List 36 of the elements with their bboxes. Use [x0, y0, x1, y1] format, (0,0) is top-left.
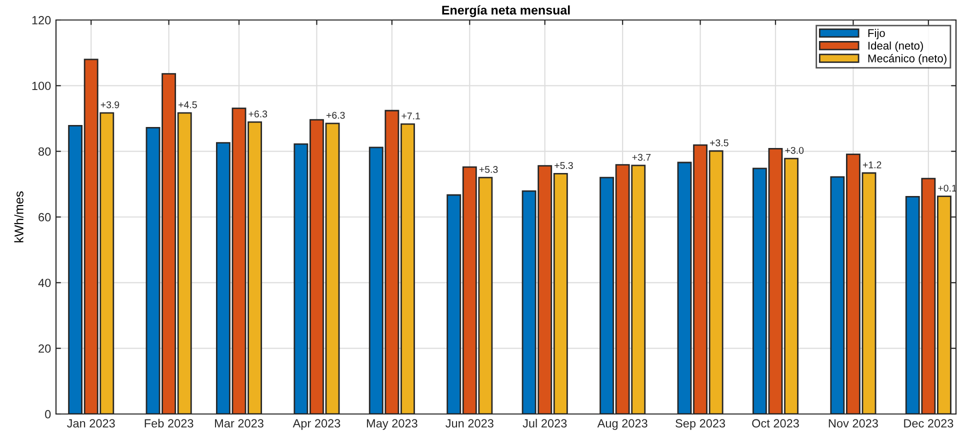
- annotation: +7.1: [402, 112, 420, 120]
- annotation: +3.0: [785, 146, 804, 154]
- x-tick-label: Aug 2023: [597, 419, 648, 430]
- y-tick-label: 40: [38, 278, 51, 288]
- y-tick-label: 100: [32, 82, 51, 90]
- annotation: +4.5: [178, 101, 197, 108]
- x-tick-label: Mar 2023: [215, 419, 264, 428]
- annotation: +3.5: [710, 139, 728, 146]
- legend-label: Fijo: [868, 28, 885, 40]
- annotation: +5.3: [554, 162, 573, 169]
- annotation: +5.3: [479, 166, 498, 173]
- y-tick-label: 0: [45, 410, 51, 418]
- x-tick-label: Feb 2023: [144, 418, 194, 428]
- x-tick-label: Dec 2023: [904, 419, 954, 428]
- annotation: +0.1: [938, 184, 956, 192]
- annotation: +6.3: [326, 112, 345, 119]
- chart-title: Energía neta mensual: [442, 5, 570, 18]
- annotation: +3.9: [100, 101, 120, 108]
- y-tick-label: 80: [38, 147, 51, 156]
- annotation: +6.3: [248, 110, 268, 118]
- y-tick-label: 20: [38, 344, 51, 353]
- x-tick-label: Jul 2023: [522, 418, 567, 428]
- x-tick-label: Jun 2023: [446, 419, 494, 428]
- x-tick-label: Apr 2023: [292, 419, 340, 430]
- x-tick-label: Sep 2023: [676, 419, 726, 430]
- y-axis-title: kWh/mes: [14, 191, 24, 242]
- annotation: +1.2: [862, 161, 882, 168]
- x-tick-label: Jan 2023: [66, 419, 115, 428]
- x-tick-label: Oct 2023: [752, 419, 799, 428]
- x-tick-label: Nov 2023: [828, 419, 878, 428]
- legend-label: Mecánico (neto): [868, 54, 946, 65]
- x-tick-label: May 2023: [366, 419, 418, 430]
- y-tick-label: 60: [38, 213, 51, 222]
- annotation: +3.7: [632, 154, 651, 161]
- y-tick-label: 120: [32, 16, 51, 24]
- legend-label: Ideal (neto): [868, 41, 923, 52]
